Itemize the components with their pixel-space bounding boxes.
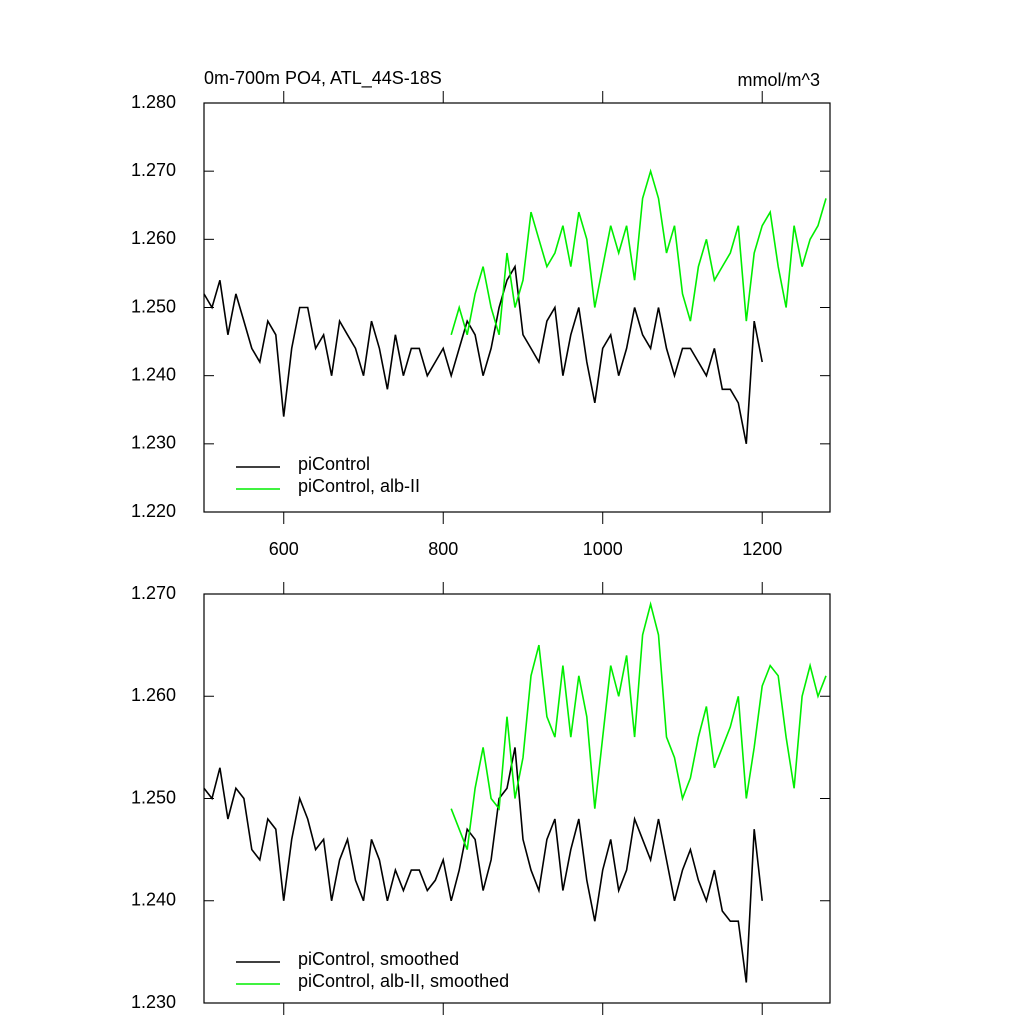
legend-label: piControl, alb-II, smoothed bbox=[298, 971, 509, 991]
y-tick-label: 1.220 bbox=[131, 501, 176, 521]
units-label: mmol/m^3 bbox=[738, 70, 820, 90]
legend-label: piControl, alb-II bbox=[298, 476, 420, 496]
plot-frame bbox=[203, 102, 831, 513]
x-tick-label: 1000 bbox=[583, 539, 623, 559]
x-tick-label: 600 bbox=[269, 539, 299, 559]
series-line bbox=[450, 601, 827, 850]
y-tick-label: 1.230 bbox=[131, 433, 176, 453]
plot-frame bbox=[203, 593, 831, 1004]
legend-label: piControl bbox=[298, 454, 370, 474]
series-line bbox=[203, 747, 763, 983]
y-tick-label: 1.270 bbox=[131, 583, 176, 603]
y-tick-label: 1.260 bbox=[131, 228, 176, 248]
y-tick-label: 1.270 bbox=[131, 160, 176, 180]
y-tick-label: 1.250 bbox=[131, 787, 176, 807]
y-tick-label: 1.230 bbox=[131, 992, 176, 1012]
y-tick-label: 1.240 bbox=[131, 890, 176, 910]
series-line bbox=[203, 264, 763, 444]
y-tick-label: 1.250 bbox=[131, 296, 176, 316]
y-tick-label: 1.280 bbox=[131, 92, 176, 112]
y-tick-label: 1.260 bbox=[131, 685, 176, 705]
x-tick-label: 1200 bbox=[742, 539, 782, 559]
legend-label: piControl, smoothed bbox=[298, 949, 459, 969]
y-tick-label: 1.240 bbox=[131, 364, 176, 384]
x-tick-label: 800 bbox=[428, 539, 458, 559]
chart-title: 0m-700m PO4, ATL_44S-18S bbox=[204, 68, 442, 89]
series-line bbox=[450, 168, 827, 336]
